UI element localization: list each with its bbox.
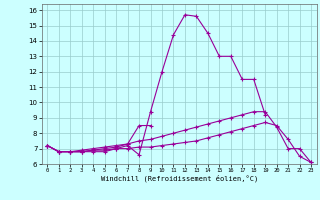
X-axis label: Windchill (Refroidissement éolien,°C): Windchill (Refroidissement éolien,°C) [100, 175, 258, 182]
